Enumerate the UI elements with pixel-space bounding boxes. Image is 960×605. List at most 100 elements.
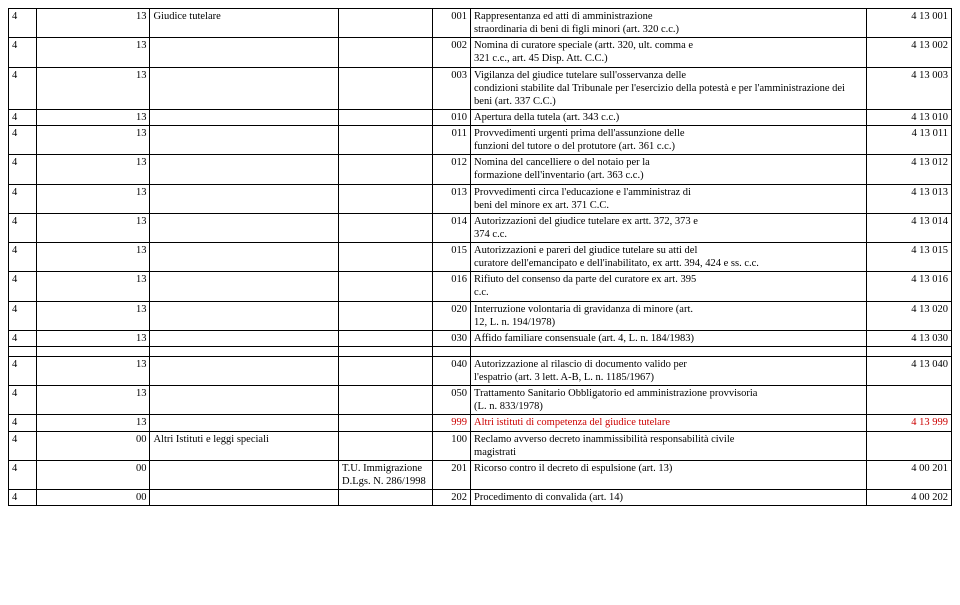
cell	[339, 431, 433, 460]
table-row: 413050Trattamento Sanitario Obbligatorio…	[9, 386, 952, 415]
cell	[339, 272, 433, 301]
cell: 00	[37, 460, 150, 489]
cell-text: beni del minore ex art. 371 C.C.	[474, 200, 609, 211]
spacer-cell	[150, 346, 339, 356]
cell: 4 13 020	[867, 301, 952, 330]
cell: 001	[433, 9, 471, 38]
cell	[339, 490, 433, 506]
cell: 100	[433, 431, 471, 460]
cell: 13	[37, 415, 150, 431]
spacer-cell	[37, 346, 150, 356]
cell: 4	[9, 460, 37, 489]
cell: 4	[9, 109, 37, 125]
cell	[339, 184, 433, 213]
table-row: 413016Rifiuto del consenso da parte del …	[9, 272, 952, 301]
cell: 4 13 003	[867, 67, 952, 109]
table-row: 413020Interruzione volontaria di gravida…	[9, 301, 952, 330]
cell: 4 13 015	[867, 243, 952, 272]
cell-text: c.c.	[474, 287, 489, 298]
cell: Trattamento Sanitario Obbligatorio ed am…	[471, 386, 867, 415]
cell	[150, 272, 339, 301]
cell-text: Reclamo avverso decreto inammissibilità …	[474, 434, 734, 445]
cell: 4	[9, 330, 37, 346]
cell	[339, 109, 433, 125]
cell: 00	[37, 431, 150, 460]
cell: 040	[433, 356, 471, 385]
cell	[150, 301, 339, 330]
cell-text: l'espatrio (art. 3 lett. A-B, L. n. 1185…	[474, 372, 654, 383]
table-row: 413030Affido familiare consensuale (art.…	[9, 330, 952, 346]
table-row: 400Altri Istituti e leggi speciali100Rec…	[9, 431, 952, 460]
cell-text: formazione dell'inventario (art. 363 c.c…	[474, 170, 644, 181]
cell	[150, 38, 339, 67]
cell: Apertura della tutela (art. 343 c.c.)	[471, 109, 867, 125]
spacer-cell	[339, 346, 433, 356]
cell: 4	[9, 386, 37, 415]
cell	[339, 386, 433, 415]
cell: 030	[433, 330, 471, 346]
cell: Altri Istituti e leggi speciali	[150, 431, 339, 460]
cell	[867, 386, 952, 415]
spacer-cell	[9, 346, 37, 356]
cell: 4	[9, 38, 37, 67]
cell: 4	[9, 9, 37, 38]
cell: 016	[433, 272, 471, 301]
cell: 4 13 012	[867, 155, 952, 184]
cell: 4 13 999	[867, 415, 952, 431]
cell: T.U. Immigrazione D.Lgs. N. 286/1998	[339, 460, 433, 489]
spacer-row	[9, 346, 952, 356]
table-row: 413010Apertura della tutela (art. 343 c.…	[9, 109, 952, 125]
cell: 4	[9, 155, 37, 184]
cell	[339, 243, 433, 272]
table-row: 413003Vigilanza del giudice tutelare sul…	[9, 67, 952, 109]
cell: 002	[433, 38, 471, 67]
cell-text: Provvedimenti circa l'educazione e l'amm…	[474, 187, 691, 198]
cell-text: Autorizzazioni e pareri del giudice tute…	[474, 245, 697, 256]
cell	[150, 126, 339, 155]
cell: 4	[9, 490, 37, 506]
cell: 4	[9, 272, 37, 301]
cell: 4	[9, 184, 37, 213]
cell	[339, 126, 433, 155]
cell-text: curatore dell'emancipato e dell'inabilit…	[474, 258, 759, 269]
cell: 020	[433, 301, 471, 330]
cell	[339, 67, 433, 109]
cell: 4 13 001	[867, 9, 952, 38]
cell: 13	[37, 213, 150, 242]
cell: 4 13 011	[867, 126, 952, 155]
cell: Provvedimenti circa l'educazione e l'amm…	[471, 184, 867, 213]
cell	[339, 415, 433, 431]
cell: Rifiuto del consenso da parte del curato…	[471, 272, 867, 301]
cell: 13	[37, 38, 150, 67]
cell	[339, 301, 433, 330]
cell: 13	[37, 155, 150, 184]
cell: Giudice tutelare	[150, 9, 339, 38]
cell-text: Provvedimenti urgenti prima dell'assunzi…	[474, 128, 684, 139]
table-row: 413Giudice tutelare001Rappresentanza ed …	[9, 9, 952, 38]
spacer-cell	[471, 346, 867, 356]
cell-text: 374 c.c.	[474, 229, 507, 240]
cell: 4 00 202	[867, 490, 952, 506]
cell: 011	[433, 126, 471, 155]
document-table: 413Giudice tutelare001Rappresentanza ed …	[8, 8, 952, 506]
cell-text: condizioni stabilite dal Tribunale per l…	[474, 83, 845, 107]
cell: 4	[9, 213, 37, 242]
cell-text: Trattamento Sanitario Obbligatorio ed am…	[474, 388, 757, 399]
cell: Reclamo avverso decreto inammissibilità …	[471, 431, 867, 460]
cell	[339, 330, 433, 346]
cell: 13	[37, 386, 150, 415]
cell: Nomina del cancelliere o del notaio per …	[471, 155, 867, 184]
table-row: 413013Provvedimenti circa l'educazione e…	[9, 184, 952, 213]
cell: 4	[9, 415, 37, 431]
cell: 00	[37, 490, 150, 506]
cell: 13	[37, 184, 150, 213]
cell	[150, 490, 339, 506]
cell	[150, 330, 339, 346]
cell	[150, 460, 339, 489]
cell: 13	[37, 243, 150, 272]
cell: Affido familiare consensuale (art. 4, L.…	[471, 330, 867, 346]
cell	[150, 109, 339, 125]
cell: Interruzione volontaria di gravidanza di…	[471, 301, 867, 330]
table-row: 400202Procedimento di convalida (art. 14…	[9, 490, 952, 506]
cell: Provvedimenti urgenti prima dell'assunzi…	[471, 126, 867, 155]
